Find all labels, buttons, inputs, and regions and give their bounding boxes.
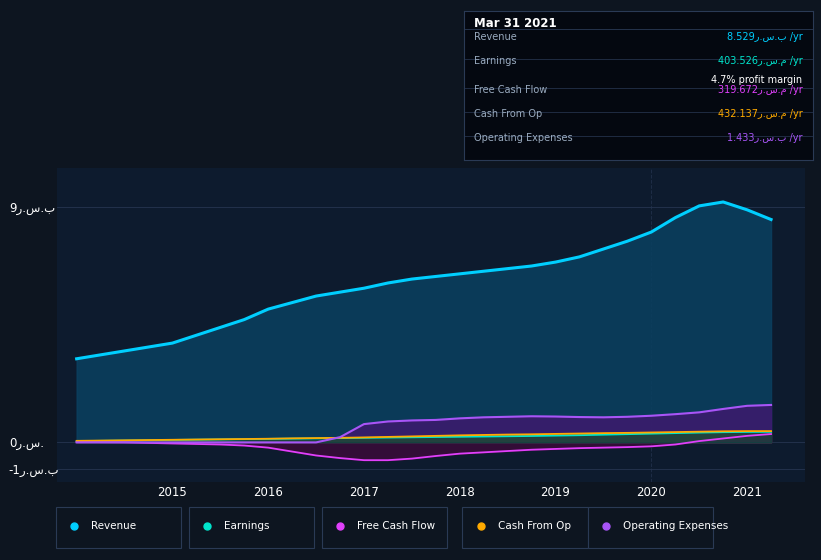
Text: Earnings: Earnings [475,56,517,66]
Text: 432.137ر.س.م /yr: 432.137ر.س.م /yr [718,109,802,119]
Text: 403.526ر.س.م /yr: 403.526ر.س.م /yr [718,56,802,66]
Text: 8.529ر.س.ب /yr: 8.529ر.س.ب /yr [727,32,802,42]
Text: Free Cash Flow: Free Cash Flow [475,86,548,95]
FancyBboxPatch shape [462,507,588,548]
Text: Revenue: Revenue [91,521,136,531]
FancyBboxPatch shape [588,507,713,548]
Text: Operating Expenses: Operating Expenses [475,133,573,143]
Text: Cash From Op: Cash From Op [475,109,543,119]
Text: 4.7% profit margin: 4.7% profit margin [711,75,802,85]
Text: Revenue: Revenue [475,32,517,42]
FancyBboxPatch shape [189,507,314,548]
FancyBboxPatch shape [322,507,447,548]
Text: 319.672ر.س.م /yr: 319.672ر.س.م /yr [718,86,802,95]
Text: 1.433ر.س.ب /yr: 1.433ر.س.ب /yr [727,133,802,143]
Text: Mar 31 2021: Mar 31 2021 [475,17,557,30]
Text: Operating Expenses: Operating Expenses [623,521,728,531]
Text: Free Cash Flow: Free Cash Flow [357,521,435,531]
Text: Earnings: Earnings [224,521,270,531]
Text: Cash From Op: Cash From Op [498,521,571,531]
FancyBboxPatch shape [56,507,181,548]
